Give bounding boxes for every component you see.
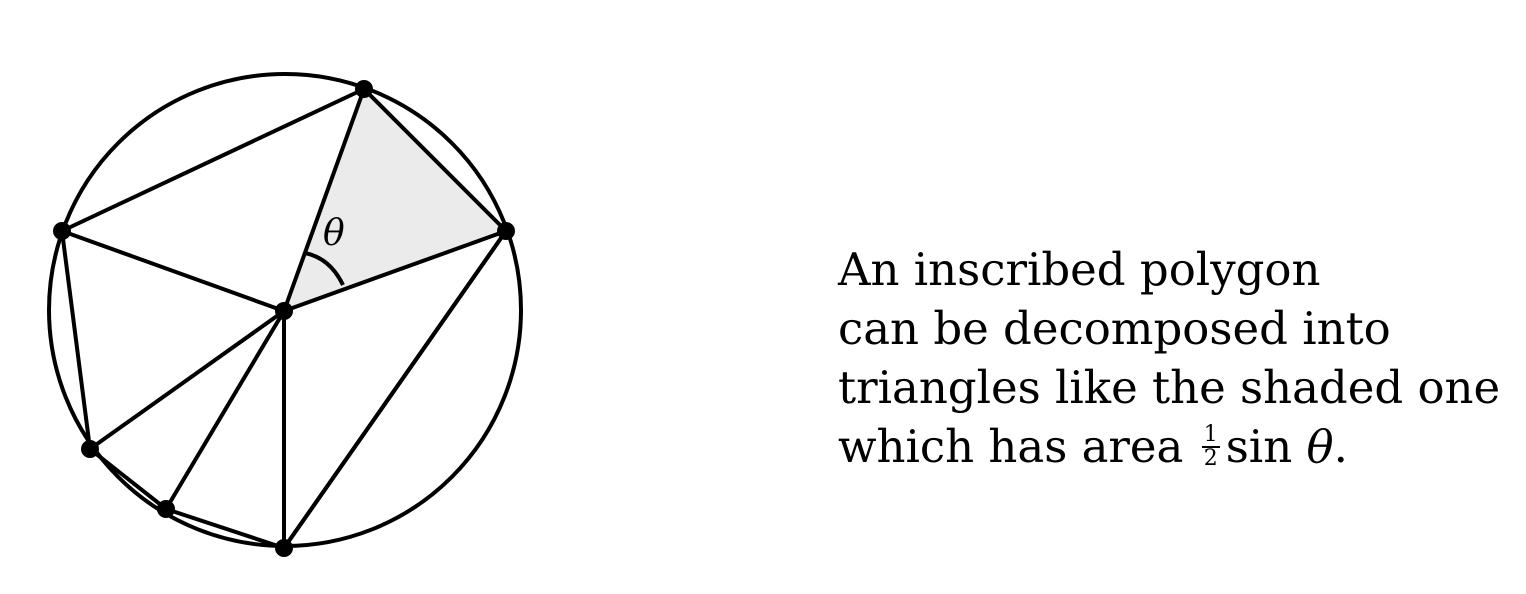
segment-to-right-vertex — [282, 229, 508, 313]
sine-function: sin — [1225, 420, 1293, 473]
inscribed-polygon-diagram: θ — [47, 72, 523, 557]
vertex-bottom — [275, 539, 293, 557]
segment-to-lower-left-vertex — [164, 309, 286, 511]
vertex-center — [275, 302, 293, 320]
caption-line-4: which has area 1 2 sin θ. — [838, 417, 1518, 476]
vertex-left-lower — [81, 440, 99, 458]
fraction-denominator: 2 — [1203, 445, 1218, 471]
caption-line-1: An inscribed polygon — [838, 243, 1321, 296]
angle-arc — [304, 251, 345, 286]
segment-to-left-lower-vertex — [88, 309, 286, 451]
vertices — [53, 80, 515, 557]
angle-label: θ — [323, 213, 345, 254]
fraction-one-half: 1 2 — [1201, 421, 1220, 471]
fraction-numerator: 1 — [1201, 421, 1220, 448]
segment-to-left-vertex — [60, 229, 286, 313]
segment-to-top-vertex — [282, 87, 366, 313]
caption-line-4-prefix: which has area — [838, 420, 1184, 473]
caption-line-2: can be decomposed into — [838, 302, 1391, 355]
chord-right-to-bottom — [282, 229, 508, 550]
vertex-right — [497, 222, 515, 240]
theta-variable: θ — [1306, 420, 1334, 473]
radial-segments — [60, 87, 508, 550]
vertex-lower-left — [157, 500, 175, 518]
vertex-left — [53, 222, 71, 240]
vertex-top — [355, 80, 373, 98]
caption-line-3: triangles like the shaded one — [838, 361, 1501, 414]
shaded-triangle — [284, 89, 506, 311]
caption-line-4-suffix: . — [1333, 420, 1348, 473]
caption: An inscribed polygon can be decomposed i… — [838, 240, 1518, 476]
